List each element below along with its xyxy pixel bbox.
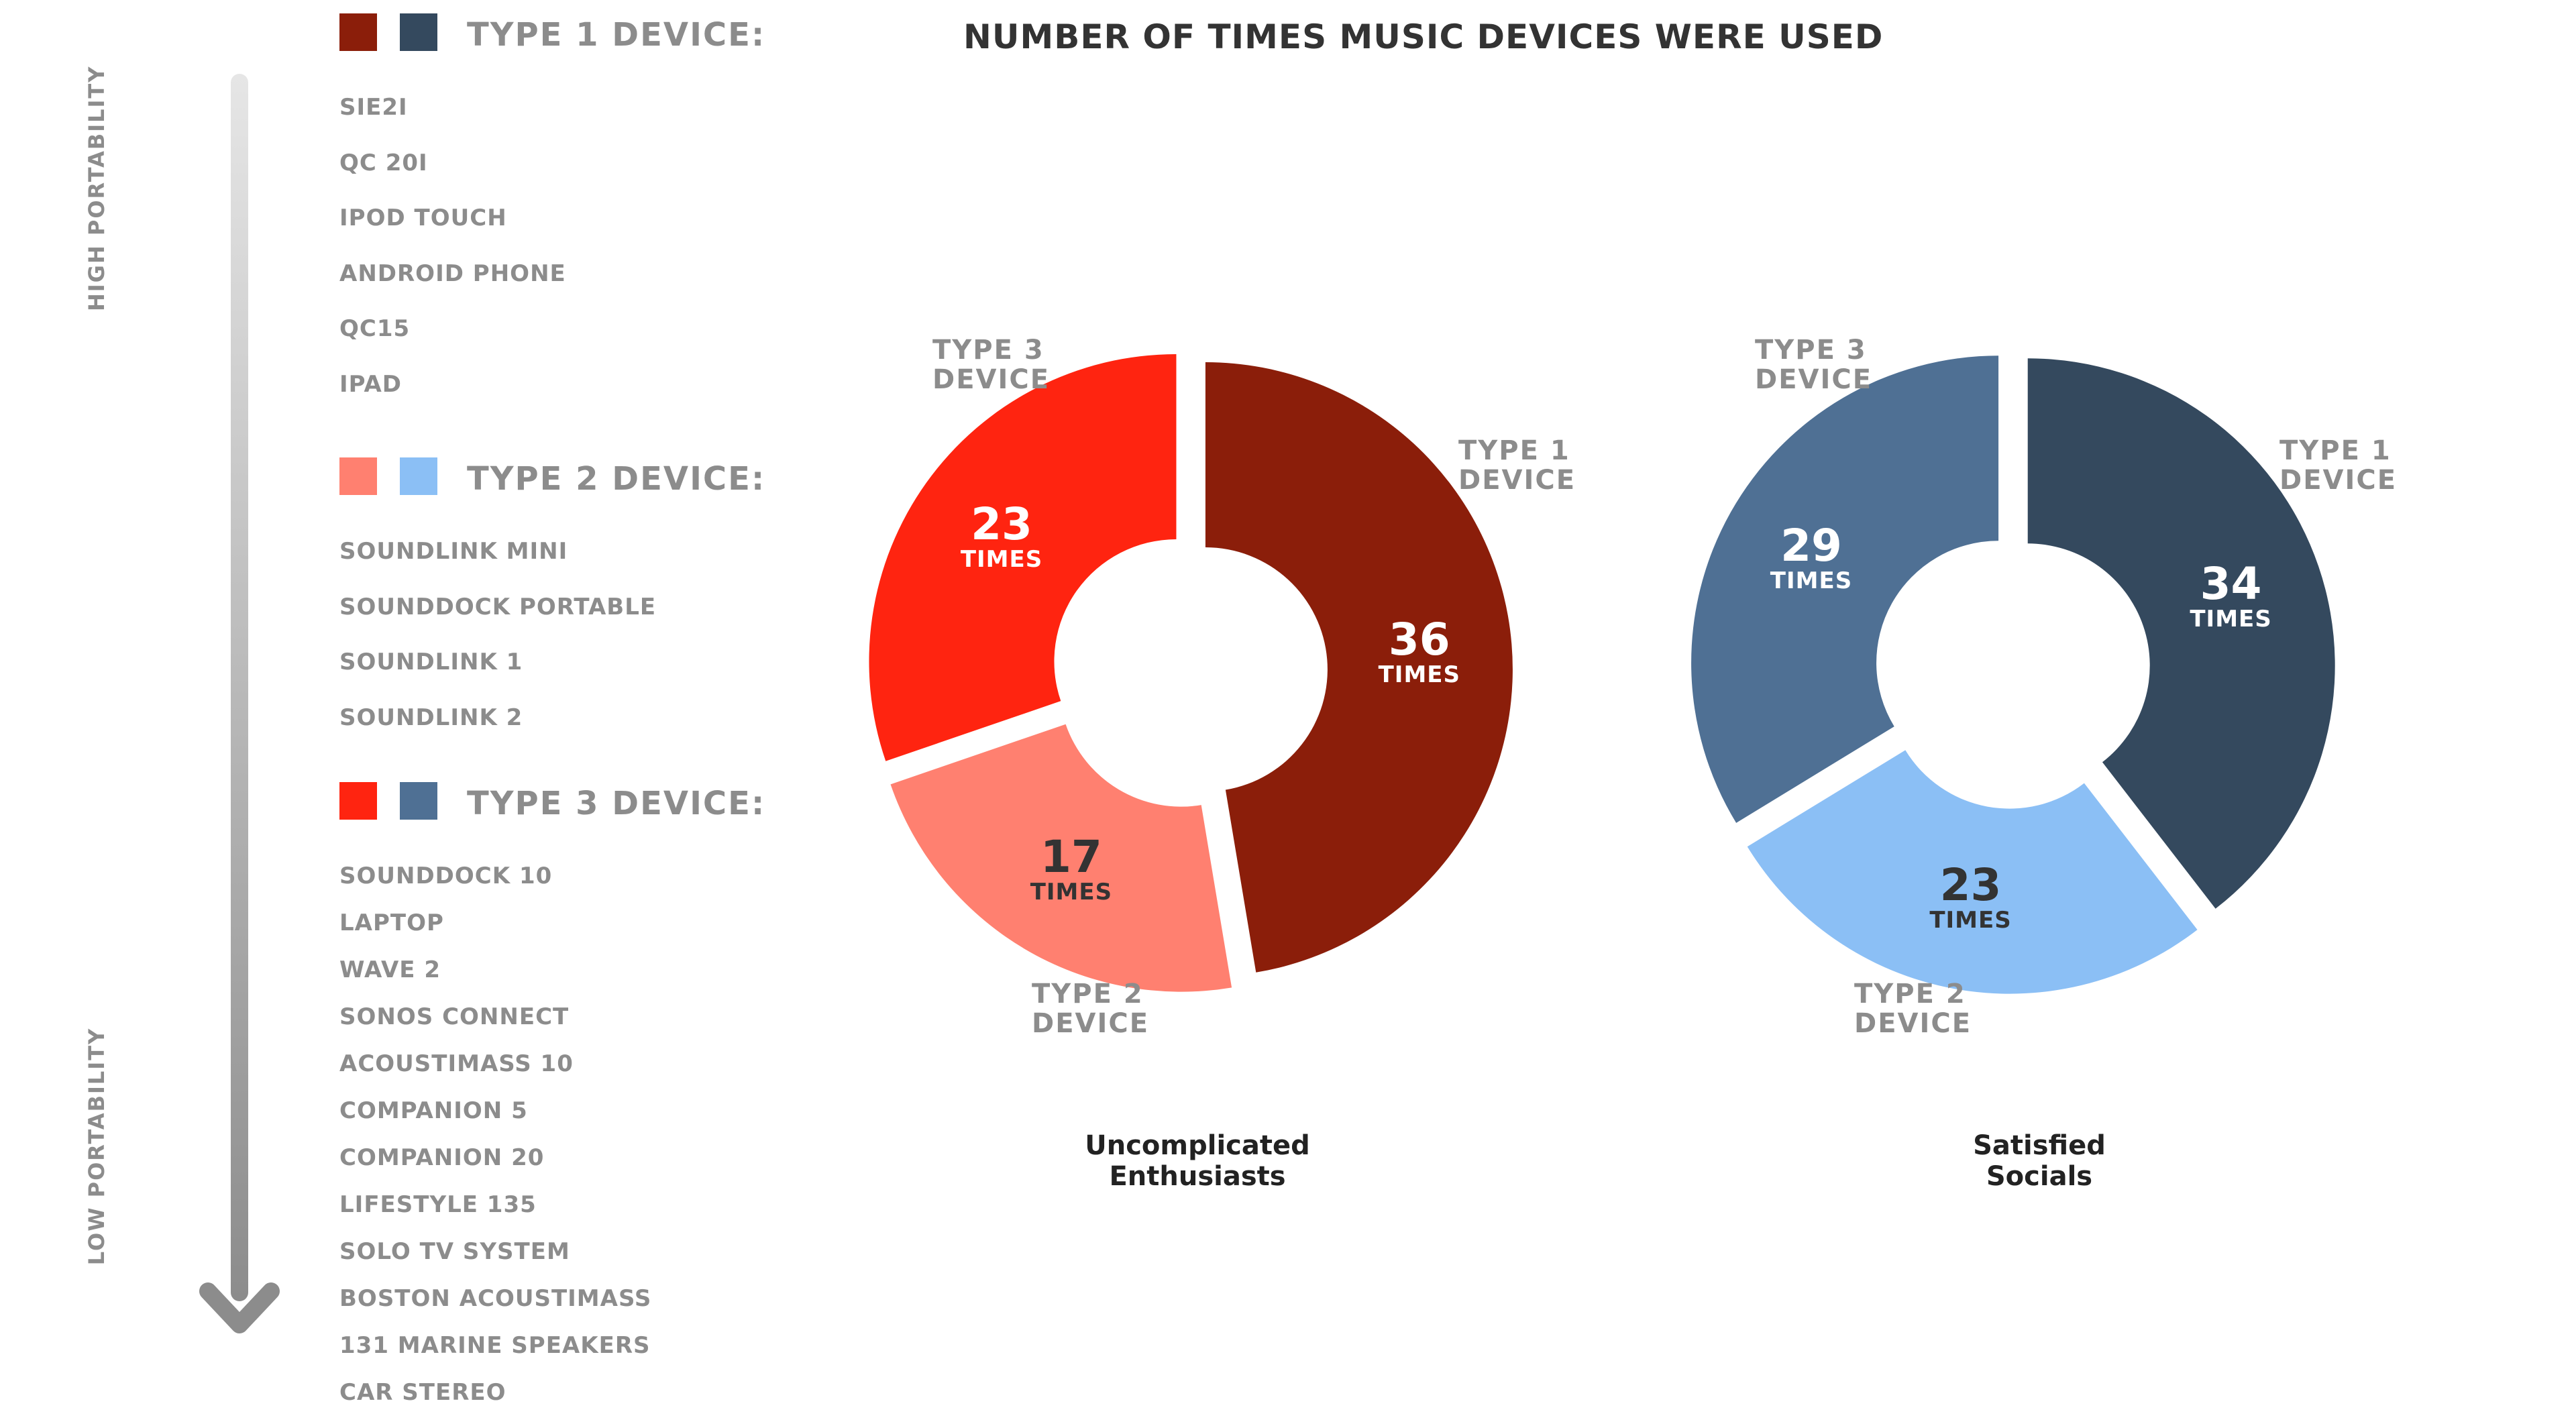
legend-type2-swatch-blue xyxy=(400,457,437,495)
slice-label-type1: TYPE 1 DEVICE xyxy=(2279,435,2398,496)
donut-slice-type1 xyxy=(1205,362,1513,973)
donut-slice-type2 xyxy=(890,724,1232,992)
device-item: ACOUSTIMASS 10 xyxy=(339,1050,574,1077)
device-item: COMPANION 5 xyxy=(339,1097,528,1124)
legend-type3-group: TYPE 3 DEVICE: SOUNDDOCK 10 LAPTOP WAVE … xyxy=(339,782,764,1426)
legend-type1-swatch-red xyxy=(339,13,377,51)
slice-label-type2: TYPE 2 DEVICE xyxy=(1032,979,1150,1039)
chart-title: NUMBER OF TIMES MUSIC DEVICES WERE USED xyxy=(963,17,1884,56)
device-item: SIE2I xyxy=(339,94,408,121)
device-item: QC 20I xyxy=(339,149,428,176)
device-item: COMPANION 20 xyxy=(339,1144,545,1171)
legend-type3-swatch-blue xyxy=(400,782,437,820)
device-item: WAVE 2 xyxy=(339,956,441,983)
slice-label-type1: TYPE 1 DEVICE xyxy=(1458,435,1576,496)
portability-axis-bar xyxy=(231,74,248,1301)
device-item: QC15 xyxy=(339,315,411,342)
device-item: 131 MARINE SPEAKERS xyxy=(339,1332,651,1359)
donut-chart-satisfied-socials xyxy=(1691,355,2335,994)
legend-type2-swatch-red xyxy=(339,457,377,495)
device-item: LIFESTYLE 135 xyxy=(339,1191,537,1218)
donut-slice-type2 xyxy=(1747,750,2198,994)
legend-type3-title: TYPE 3 DEVICE: xyxy=(467,785,766,822)
device-item: SONOS CONNECT xyxy=(339,1003,570,1030)
legend-type1-swatch-blue xyxy=(400,13,437,51)
chart-subtitle-uncomplicated-enthusiasts: Uncomplicated Enthusiasts xyxy=(1085,1130,1310,1192)
legend-type1-group: TYPE 1 DEVICE: SIE2I QC 20I IPOD TOUCH A… xyxy=(339,13,764,426)
legend-type3-swatch-red xyxy=(339,782,377,820)
device-item: IPAD xyxy=(339,370,402,398)
donut-chart-uncomplicated-enthusiasts xyxy=(869,354,1513,992)
device-item: SOUNDDOCK 10 xyxy=(339,863,553,889)
device-item: SOUNDLINK MINI xyxy=(339,538,568,565)
device-item: LAPTOP xyxy=(339,910,444,936)
high-portability-label: HIGH PORTABILITY xyxy=(84,65,109,311)
device-item: CAR STEREO xyxy=(339,1379,506,1406)
device-item: SOLO TV SYSTEM xyxy=(339,1238,570,1265)
slice-label-type3: TYPE 3 DEVICE xyxy=(1755,335,1873,395)
device-item: BOSTON ACOUSTIMASS xyxy=(339,1285,652,1312)
slice-label-type2: TYPE 2 DEVICE xyxy=(1854,979,1972,1039)
chart-subtitle-satisfied-socials: Satisfied Socials xyxy=(1973,1130,2106,1192)
value-label-type2: 23 TIMES xyxy=(1929,859,2012,934)
low-portability-label: LOW PORTABILITY xyxy=(84,1027,109,1266)
value-label-type3: 23 TIMES xyxy=(960,498,1043,573)
value-label-type2: 17 TIMES xyxy=(1030,830,1113,906)
legend-type1-title: TYPE 1 DEVICE: xyxy=(467,16,766,54)
device-item: IPOD TOUCH xyxy=(339,205,507,231)
value-label-type1: 36 TIMES xyxy=(1378,613,1460,688)
portability-arrow-icon xyxy=(199,1282,280,1333)
slice-label-type3: TYPE 3 DEVICE xyxy=(932,335,1051,395)
donut-slice-type3 xyxy=(1691,355,1999,823)
charts-canvas xyxy=(199,74,2335,1333)
device-item: SOUNDLINK 2 xyxy=(339,704,523,731)
donut-slice-type3 xyxy=(869,354,1177,761)
device-item: ANDROID PHONE xyxy=(339,260,566,287)
donut-slice-type1 xyxy=(2027,358,2335,909)
value-label-type3: 29 TIMES xyxy=(1770,519,1853,594)
legend-type2-title: TYPE 2 DEVICE: xyxy=(467,460,766,498)
device-item: SOUNDDOCK PORTABLE xyxy=(339,593,657,620)
device-item: SOUNDLINK 1 xyxy=(339,649,523,675)
value-label-type1: 34 TIMES xyxy=(2190,557,2272,633)
legend-type2-group: TYPE 2 DEVICE: SOUNDLINK MINI SOUNDDOCK … xyxy=(339,457,764,759)
